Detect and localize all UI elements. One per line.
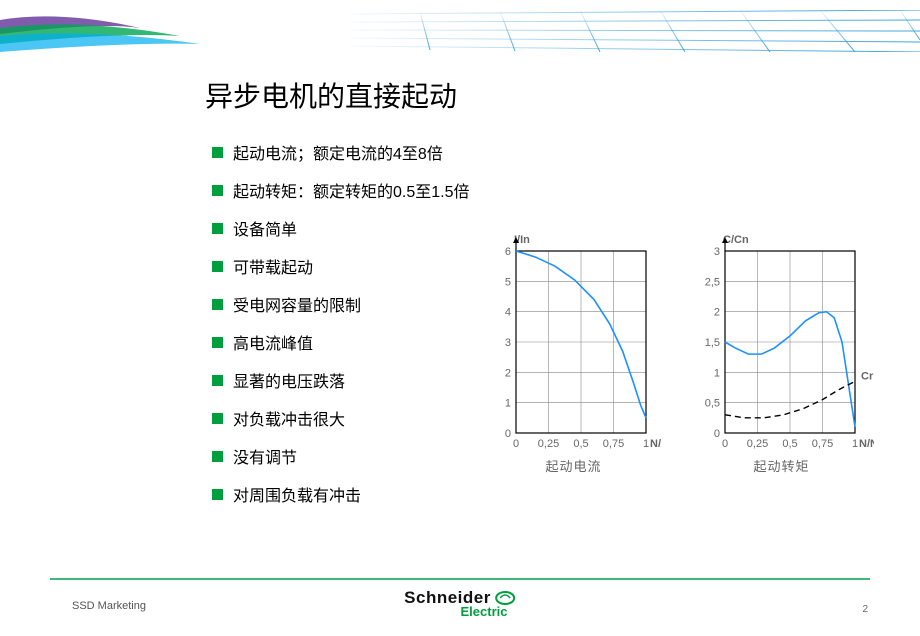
svg-text:2: 2: [505, 367, 511, 379]
bullet-text: 对负载冲击很大: [233, 406, 345, 430]
svg-text:5: 5: [505, 276, 511, 288]
svg-text:Cr: Cr: [861, 370, 874, 382]
logo-subtext: Electric: [452, 604, 516, 619]
bullet-text: 没有调节: [233, 444, 297, 468]
list-item: 可带载起动: [212, 254, 470, 278]
svg-text:0: 0: [505, 428, 511, 440]
bullet-icon: [212, 261, 223, 272]
svg-text:0: 0: [722, 438, 728, 450]
bullet-text: 显著的电压跌落: [233, 368, 345, 392]
svg-text:0: 0: [513, 438, 519, 450]
bullet-text: 设备简单: [233, 216, 297, 240]
svg-text:0,75: 0,75: [603, 438, 624, 450]
bullet-icon: [212, 185, 223, 196]
svg-text:0,75: 0,75: [812, 438, 833, 450]
bullet-text: 可带载起动: [233, 254, 313, 278]
svg-text:1: 1: [714, 367, 720, 379]
bullet-icon: [212, 147, 223, 158]
list-item: 没有调节: [212, 444, 470, 468]
bullet-text: 对周围负载有冲击: [233, 482, 361, 506]
chart-caption: 起动电流: [486, 456, 661, 475]
svg-text:0,5: 0,5: [782, 438, 797, 450]
page-title: 异步电机的直接起动: [205, 75, 457, 115]
svg-text:1: 1: [643, 438, 649, 450]
svg-text:0: 0: [714, 428, 720, 440]
list-item: 对负载冲击很大: [212, 406, 470, 430]
svg-text:1: 1: [852, 438, 858, 450]
list-item: 高电流峰值: [212, 330, 470, 354]
bullet-icon: [212, 489, 223, 500]
list-item: 设备简单: [212, 216, 470, 240]
bullet-icon: [212, 375, 223, 386]
bullet-text: 受电网容量的限制: [233, 292, 361, 316]
bullet-icon: [212, 223, 223, 234]
bullet-icon: [212, 413, 223, 424]
bullet-text: 起动电流；额定电流的4至8倍: [233, 140, 443, 164]
bullet-icon: [212, 451, 223, 462]
svg-text:0,5: 0,5: [705, 398, 720, 410]
svg-text:0,25: 0,25: [747, 438, 768, 450]
bullet-icon: [212, 337, 223, 348]
chart-starting-torque: 0 0,5 1 1,5 2 2,5 3 0 0,25 0,5 0,75 1 C/Cn N/Ns Cr 起动转…: [689, 225, 874, 475]
list-item: 对周围负载有冲击: [212, 482, 470, 506]
svg-text:6: 6: [505, 246, 511, 258]
svg-text:0,5: 0,5: [573, 438, 588, 450]
chart-starting-current: 012345600,250,50,751I/InN/Ns 起动电流: [486, 225, 661, 475]
svg-text:1: 1: [505, 398, 511, 410]
brand-logo: Schneider Electric: [404, 588, 516, 619]
svg-text:3: 3: [714, 246, 720, 258]
page-number: 2: [862, 604, 868, 615]
svg-text:1,5: 1,5: [705, 337, 720, 349]
svg-text:2,5: 2,5: [705, 276, 720, 288]
svg-text:N/Ns: N/Ns: [650, 438, 661, 450]
footer-text: SSD Marketing: [72, 600, 146, 612]
list-item: 起动转矩：额定转矩的0.5至1.5倍: [212, 178, 470, 202]
svg-text:N/Ns: N/Ns: [859, 438, 874, 450]
list-item: 显著的电压跌落: [212, 368, 470, 392]
list-item: 起动电流；额定电流的4至8倍: [212, 140, 470, 164]
svg-text:4: 4: [505, 307, 511, 319]
chart-caption: 起动转矩: [689, 456, 874, 475]
bullet-text: 起动转矩：额定转矩的0.5至1.5倍: [233, 178, 470, 202]
bullet-icon: [212, 299, 223, 310]
svg-text:0,25: 0,25: [538, 438, 559, 450]
bullet-list: 起动电流；额定电流的4至8倍 起动转矩：额定转矩的0.5至1.5倍 设备简单 可…: [212, 140, 470, 520]
bullet-text: 高电流峰值: [233, 330, 313, 354]
svg-text:C/Cn: C/Cn: [723, 234, 749, 246]
svg-text:3: 3: [505, 337, 511, 349]
list-item: 受电网容量的限制: [212, 292, 470, 316]
header-banner: [0, 10, 920, 52]
footer-separator: [50, 578, 870, 580]
svg-text:2: 2: [714, 307, 720, 319]
